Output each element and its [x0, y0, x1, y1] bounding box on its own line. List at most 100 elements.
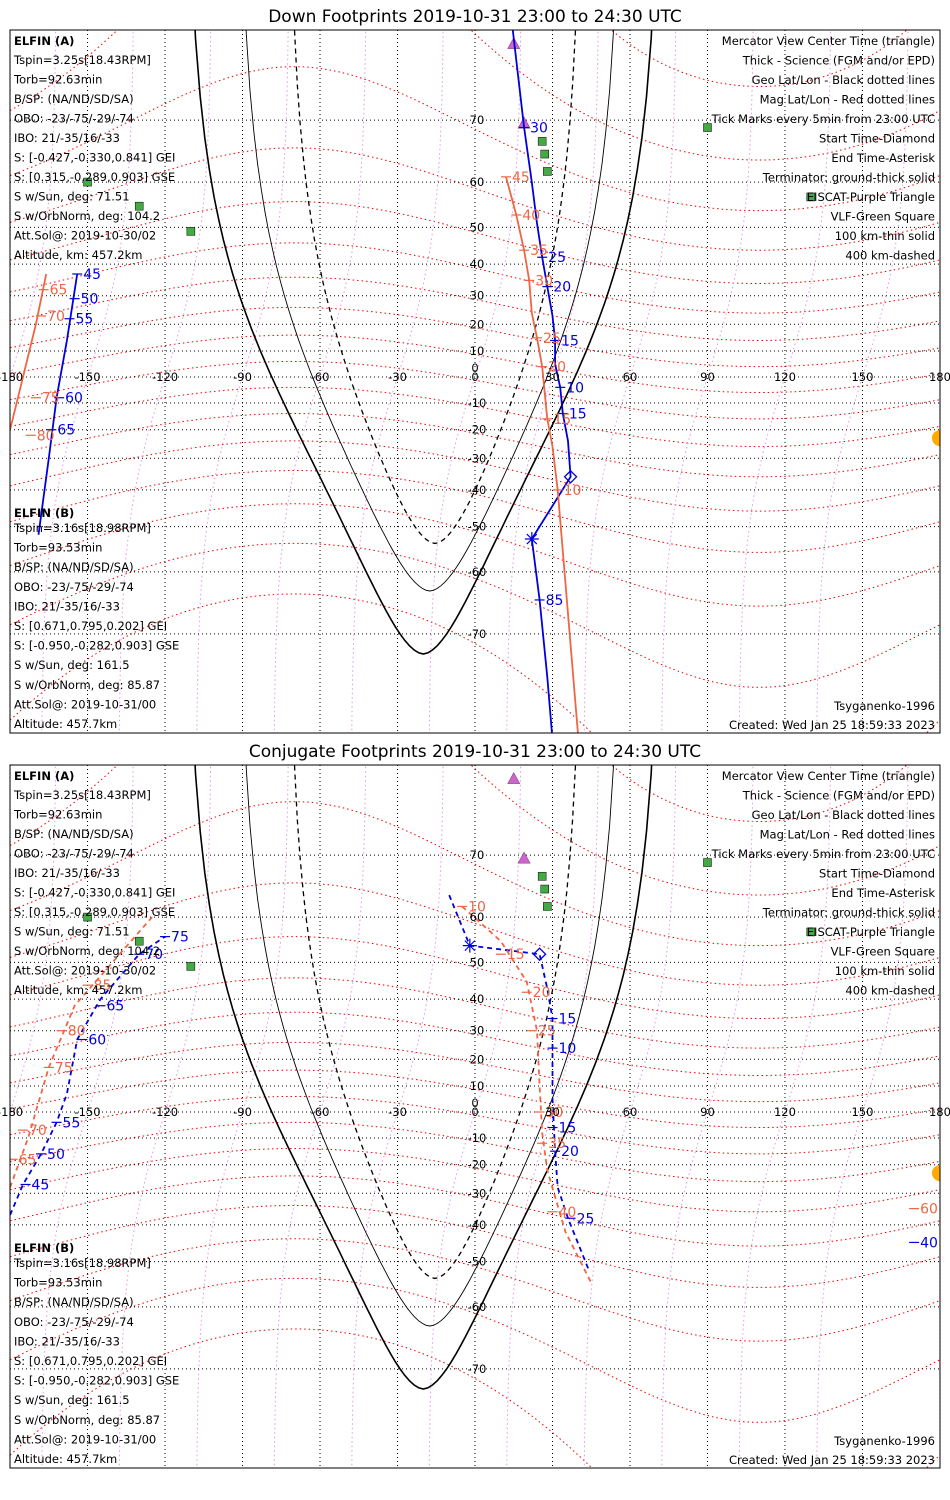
- track-time-label: 30: [535, 273, 553, 289]
- track-time-label: 10: [564, 483, 582, 499]
- legend-entry: Start Time-Diamond: [819, 867, 935, 881]
- legend-entry: End Time-Asterisk: [831, 151, 935, 165]
- lat-tick-label: -70: [468, 627, 487, 641]
- mag-lat-line: [10, 1277, 940, 1423]
- track-time-label: 60: [920, 1202, 938, 1218]
- elfin-a-info-line: S w/OrbNorm, deg: 104.2: [14, 209, 160, 223]
- mag-lon-line: [506, 30, 599, 733]
- model-label: Tsyganenko-1996: [833, 1434, 935, 1448]
- track-time-label: 85: [94, 978, 112, 994]
- mag-lat-line: [10, 276, 940, 341]
- track-time-label: 30: [546, 1105, 564, 1121]
- elfin-a-info-line: IBO: 21/-35/16/-33: [14, 131, 120, 145]
- elfin-a-info-line: Torb=92.63min: [13, 808, 102, 822]
- track-time-label: 45: [83, 267, 101, 283]
- lat-tick-label: 40: [470, 992, 485, 1006]
- elfin-b-header: ELFIN (B): [14, 506, 74, 520]
- lon-tick-label: 0: [471, 370, 478, 384]
- created-label: Created: Wed Jan 25 18:59:33 2023: [729, 1453, 935, 1467]
- legend-entry: 400 km-dashed: [845, 984, 935, 998]
- mag-lat-line: [10, 413, 940, 478]
- track-time-label: 80: [68, 1024, 86, 1040]
- eiscat-triangle-icon: [507, 771, 521, 784]
- elfin-b-info-line: OBO: -23/-75/-29/-74: [14, 1315, 134, 1329]
- vlf-square-icon: [83, 177, 92, 187]
- elfin-b-info-line: Torb=93.53min: [13, 541, 102, 555]
- elfin-b-info-line: S w/OrbNorm, deg: 85.87: [14, 678, 160, 692]
- lon-tick-label: 150: [851, 1105, 873, 1119]
- track-time-label: 55: [75, 312, 93, 328]
- lat-tick-label: -30: [468, 1186, 487, 1200]
- mag-lat-line: [10, 1011, 940, 1076]
- vlf-square-icon: [134, 936, 144, 946]
- track-time-label: 15: [561, 333, 579, 349]
- mag-lon-line: [10, 765, 57, 1114]
- elfin-a-header: ELFIN (A): [14, 769, 74, 783]
- mag-lon-line: [41, 765, 134, 1468]
- track-time-label: 70: [145, 947, 163, 963]
- mag-lon-line: [816, 30, 909, 733]
- elfin-a-info-line: Att.Sol@: 2019-10-30/02: [14, 964, 156, 978]
- track-time-label: 25: [577, 1211, 595, 1227]
- elfin-b-info-line: Att.Sol@: 2019-10-31/00: [14, 1432, 156, 1446]
- vlf-square-icon: [540, 884, 549, 894]
- vlf-square-icon: [543, 902, 552, 911]
- mag-lon-line: [41, 30, 134, 733]
- track-time-label: 15: [558, 1121, 576, 1137]
- vlf-square-icon: [83, 912, 92, 922]
- mag-lon-line: [738, 765, 832, 1468]
- lon-tick-label: -60: [311, 1105, 330, 1119]
- elfin-b-info-line: Altitude: 457.7km: [14, 1452, 117, 1466]
- elfin-a-info-line: B/SP: (NA/ND/SD/SA): [14, 92, 134, 106]
- mag-lat-line: [10, 440, 940, 512]
- vlf-square-icon: [537, 137, 547, 146]
- terminator-400km: [293, 30, 577, 545]
- track-time-label: 20: [553, 280, 571, 296]
- mag-lon-line: [118, 765, 212, 1468]
- track-time-label: 60: [88, 1033, 106, 1049]
- lat-tick-label: 60: [470, 910, 485, 924]
- lon-tick-label: 30: [545, 1105, 560, 1119]
- elfin-a-info-line: IBO: 21/-35/16/-33: [14, 866, 120, 880]
- vlf-square-icon: [806, 927, 816, 937]
- sun-icon: [931, 1165, 940, 1182]
- mag-lat-line: [10, 242, 940, 314]
- elfin-a-info-line: B/SP: (NA/ND/SD/SA): [14, 827, 134, 841]
- track-time-label: 20: [533, 985, 551, 1001]
- mag-lon-line: [661, 765, 754, 1468]
- mag-lon-line: [10, 30, 57, 379]
- track-time-label: 85: [546, 593, 564, 609]
- eiscat-triangle-icon: [517, 851, 531, 864]
- elfin-a-info-line: OBO: -23/-75/-29/-74: [14, 112, 134, 126]
- lon-tick-label: 90: [700, 370, 715, 384]
- lon-tick-label: 0: [471, 1105, 478, 1119]
- legend-entry: Geo Lat/Lon - Black dotted lines: [752, 808, 935, 822]
- elfin-a-info-line: OBO: -23/-75/-29/-74: [14, 847, 134, 861]
- lat-tick-label: 30: [470, 289, 485, 303]
- lat-tick-label: 10: [470, 1079, 485, 1093]
- lon-tick-label: -120: [152, 1105, 178, 1119]
- mag-lon-line: [428, 30, 522, 733]
- lon-tick-label: 90: [700, 1105, 715, 1119]
- track-time-label: 70: [47, 309, 65, 325]
- legend-entry: End Time-Asterisk: [831, 886, 935, 900]
- mag-lat-line: [10, 1096, 940, 1155]
- mag-lon-line: [738, 30, 832, 733]
- lon-tick-label: 30: [545, 370, 560, 384]
- lon-tick-label: 60: [623, 370, 638, 384]
- lon-tick-label: -180: [0, 1105, 23, 1119]
- track-time-label: 75: [42, 391, 60, 407]
- legend-entry: Tick Marks every 5min from 23:00 UTC: [711, 112, 935, 126]
- legend-entry: EISCAT-Purple Triangle: [807, 190, 935, 204]
- track-time-label: 10: [566, 380, 584, 396]
- lat-tick-label: -40: [468, 1218, 487, 1232]
- elfin-b-info-line: S w/Sun, deg: 161.5: [14, 1393, 130, 1407]
- lat-tick-label: -20: [468, 423, 487, 437]
- mag-lat-line: [10, 542, 940, 688]
- diamond-icon: [532, 947, 547, 962]
- mag-lon-line: [428, 765, 522, 1468]
- track-time-label: 65: [57, 423, 75, 439]
- lat-tick-label: -60: [468, 565, 487, 579]
- lon-tick-label: -30: [388, 370, 407, 384]
- panel-body: 30 25 20 15 10 15 85 45 50 55 60 65 45 40 35 30 25 20 15 10…: [10, 30, 940, 733]
